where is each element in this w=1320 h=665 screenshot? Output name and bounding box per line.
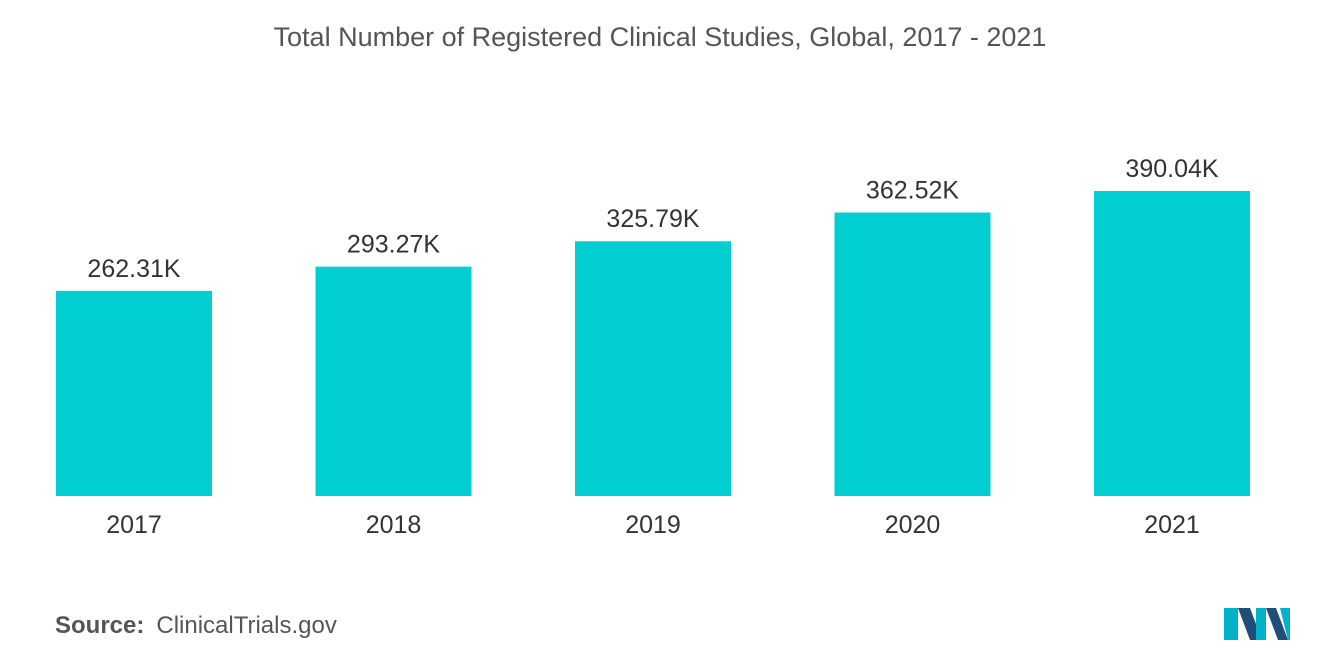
bar-2021 bbox=[1094, 191, 1250, 496]
logo-middle-stroke bbox=[1256, 608, 1266, 640]
data-label-2021: 390.04K bbox=[1125, 155, 1218, 183]
bar-2020 bbox=[834, 212, 991, 497]
x-tick-label-2019: 2019 bbox=[625, 511, 681, 539]
source-value: ClinicalTrials.gov bbox=[156, 612, 337, 639]
company-logo-icon bbox=[1224, 604, 1290, 645]
source-note: Source: ClinicalTrials.gov bbox=[55, 612, 337, 640]
data-label-2019: 325.79K bbox=[606, 205, 699, 233]
x-tick-label-2020: 2020 bbox=[885, 511, 941, 539]
chart-title: Total Number of Registered Clinical Stud… bbox=[273, 22, 1047, 52]
bar-2017 bbox=[56, 290, 212, 496]
x-tick-label-2021: 2021 bbox=[1144, 511, 1200, 539]
data-label-2017: 262.31K bbox=[87, 255, 180, 283]
logo-right-stroke bbox=[1280, 608, 1290, 640]
bar-2019 bbox=[575, 241, 731, 496]
data-label-2020: 362.52K bbox=[866, 177, 959, 205]
logo-right-diagonal bbox=[1266, 608, 1288, 640]
bar-chart: 262.31K 2017 293.27K 2018 325.79K 2019 362.52K… bbox=[56, 155, 1250, 539]
x-tick-label-2017: 2017 bbox=[106, 511, 162, 539]
x-tick-label-2018: 2018 bbox=[366, 511, 422, 539]
data-label-2018: 293.27K bbox=[347, 231, 440, 259]
bar-2018 bbox=[315, 266, 472, 496]
logo-left-stroke bbox=[1224, 608, 1238, 640]
source-label: Source: bbox=[55, 612, 145, 639]
